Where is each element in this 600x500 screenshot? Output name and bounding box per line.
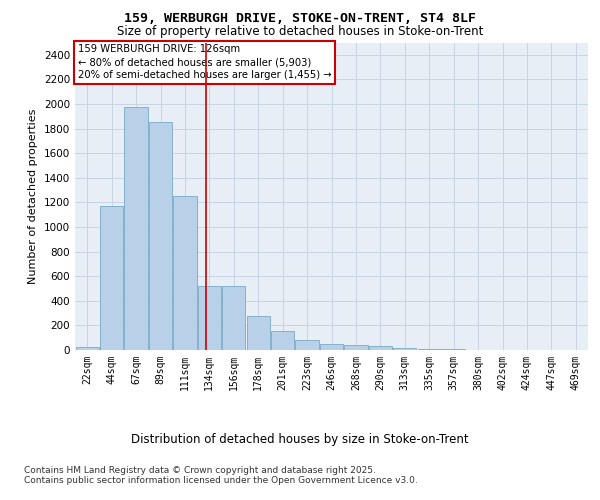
Text: 159 WERBURGH DRIVE: 126sqm
← 80% of detached houses are smaller (5,903)
20% of s: 159 WERBURGH DRIVE: 126sqm ← 80% of deta…: [77, 44, 331, 80]
Y-axis label: Number of detached properties: Number of detached properties: [28, 108, 38, 284]
Text: Contains HM Land Registry data © Crown copyright and database right 2025.: Contains HM Land Registry data © Crown c…: [24, 466, 376, 475]
Bar: [124, 107, 148, 350]
Bar: [76, 347, 99, 350]
Bar: [247, 316, 270, 350]
Text: Distribution of detached houses by size in Stoke-on-Trent: Distribution of detached houses by size …: [131, 432, 469, 446]
Bar: [418, 349, 441, 350]
Bar: [149, 122, 172, 350]
Bar: [198, 286, 221, 350]
Bar: [222, 286, 245, 350]
Bar: [393, 348, 416, 350]
Bar: [369, 346, 392, 350]
Bar: [271, 331, 294, 350]
Bar: [344, 345, 368, 350]
Text: 159, WERBURGH DRIVE, STOKE-ON-TRENT, ST4 8LF: 159, WERBURGH DRIVE, STOKE-ON-TRENT, ST4…: [124, 12, 476, 26]
Bar: [295, 340, 319, 350]
Text: Contains public sector information licensed under the Open Government Licence v3: Contains public sector information licen…: [24, 476, 418, 485]
Text: Size of property relative to detached houses in Stoke-on-Trent: Size of property relative to detached ho…: [117, 25, 483, 38]
Bar: [320, 344, 343, 350]
Bar: [173, 196, 197, 350]
Bar: [100, 206, 123, 350]
